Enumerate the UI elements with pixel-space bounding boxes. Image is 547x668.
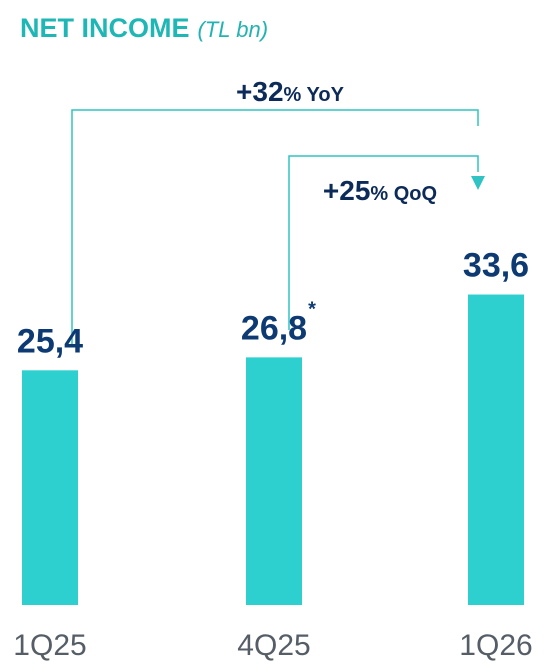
bracket-qoq — [288, 155, 479, 330]
category-label-1q25: 1Q25 — [13, 629, 86, 662]
bar-1q26 — [468, 294, 524, 605]
bracket-yoy — [71, 109, 479, 345]
bars — [22, 294, 524, 605]
growth-annotations: +32% YoY +25% QoQ — [71, 76, 485, 345]
bar-1q25 — [22, 370, 78, 605]
chart-title-unit: (TL bn) — [198, 17, 269, 42]
chart-title-main: NET INCOME — [20, 13, 190, 43]
category-labels: 1Q25 4Q25 1Q26 — [13, 629, 532, 662]
category-label-4q25: 4Q25 — [237, 629, 310, 662]
category-label-1q26: 1Q26 — [459, 629, 532, 662]
value-label-1q25: 25,4 — [17, 322, 83, 360]
value-label-1q26: 33,6 — [463, 247, 529, 285]
footnote-mark: * — [308, 298, 316, 320]
arrowhead-icon — [471, 176, 485, 190]
annotation-qoq: +25% QoQ — [323, 175, 437, 206]
value-label-4q25: 26,8 — [241, 309, 307, 347]
chart-title: NET INCOME (TL bn) — [20, 13, 268, 43]
bar-4q25 — [246, 357, 302, 605]
annotation-yoy: +32% YoY — [236, 76, 345, 107]
value-labels: 25,4 26,8 * 33,6 — [17, 247, 529, 361]
